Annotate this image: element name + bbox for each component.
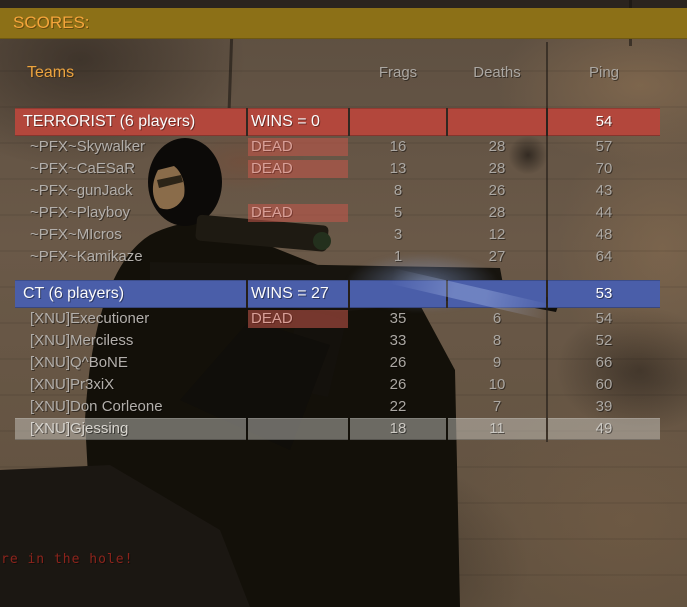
column-header-deaths: Deaths: [473, 64, 521, 81]
player-row: ~PFX~Kamikaze 1 27 64: [15, 246, 660, 268]
player-row: [XNU]Don Corleone 22 7 39: [15, 396, 660, 418]
team-wins-terrorist: WINS = 0: [248, 108, 348, 136]
top-wall-strip: [0, 0, 687, 8]
column-header-ping: Ping: [588, 64, 620, 81]
column-header-teams: Teams: [27, 64, 75, 81]
player-name: ~PFX~CaESaR: [30, 160, 136, 177]
player-name: [XNU]Don Corleone: [30, 398, 163, 415]
player-row: ~PFX~Playboy DEAD 5 28 44: [15, 202, 660, 224]
player-frags: 8: [393, 182, 403, 199]
player-row: [XNU]Q^BoNE 26 9 66: [15, 352, 660, 374]
team-wins-ct: WINS = 27: [248, 280, 348, 308]
player-row: ~PFX~gunJack 8 26 43: [15, 180, 660, 202]
player-name: ~PFX~Skywalker: [30, 138, 146, 155]
player-row: ~PFX~Skywalker DEAD 16 28 57: [15, 136, 660, 158]
player-frags: 26: [389, 376, 407, 393]
team-bar-terrorist: TERRORIST (6 players) WINS = 0 54: [15, 108, 660, 136]
player-frags: 16: [389, 138, 407, 155]
team-ping-terrorist: 54: [548, 108, 660, 136]
player-row: [XNU]Executioner DEAD 35 6 54: [15, 308, 660, 330]
player-ping: 66: [595, 354, 613, 371]
team-ping-ct: 53: [548, 280, 660, 308]
player-row: ~PFX~MIcros 3 12 48: [15, 224, 660, 246]
player-row-local-highlight: [XNU]Gjessing 18 11 49: [15, 418, 660, 440]
player-ping: 64: [595, 248, 613, 265]
player-name: ~PFX~Playboy: [30, 204, 131, 221]
player-ping: 57: [595, 138, 613, 155]
player-deaths: 11: [448, 418, 546, 440]
player-name: ~PFX~gunJack: [30, 182, 133, 199]
player-ping: 43: [595, 182, 613, 199]
player-deaths: 6: [492, 310, 502, 327]
player-name: ~PFX~MIcros: [30, 226, 122, 243]
player-name: [XNU]Q^BoNE: [30, 354, 128, 371]
player-deaths: 27: [488, 248, 506, 265]
player-ping: 54: [595, 310, 613, 327]
player-frags: 5: [393, 204, 403, 221]
player-frags: 26: [389, 354, 407, 371]
player-deaths: 10: [488, 376, 506, 393]
player-deaths: 7: [492, 398, 502, 415]
player-frags: 13: [389, 160, 407, 177]
player-ping: 52: [595, 332, 613, 349]
player-frags: 33: [389, 332, 407, 349]
dead-badge: DEAD: [248, 310, 348, 328]
player-frags: 3: [393, 226, 403, 243]
player-frags: 18: [350, 418, 446, 440]
dead-badge: DEAD: [248, 138, 348, 156]
player-name: [XNU]Gjessing: [15, 418, 246, 440]
player-ping: 39: [595, 398, 613, 415]
team-name-terrorist: TERRORIST (6 players): [15, 108, 246, 136]
player-ping: 44: [595, 204, 613, 221]
player-deaths: 26: [488, 182, 506, 199]
player-row: [XNU]Merciless 33 8 52: [15, 330, 660, 352]
player-row: [XNU]Pr3xiX 26 10 60: [15, 374, 660, 396]
column-header-frags: Frags: [378, 64, 418, 81]
player-deaths: 28: [488, 160, 506, 177]
column-header-row: Teams Frags Deaths Ping: [15, 62, 660, 84]
player-name: [XNU]Executioner: [30, 310, 150, 327]
scores-title: SCORES:: [13, 13, 90, 32]
team-bar-ct: CT (6 players) WINS = 27 53: [15, 280, 660, 308]
player-ping: 49: [548, 418, 660, 440]
player-frags: 22: [389, 398, 407, 415]
player-name: [XNU]Merciless: [30, 332, 134, 349]
scores-title-bar: SCORES:: [0, 8, 687, 39]
scoreboard-table: TERRORIST (6 players) WINS = 0 54 ~PFX~S…: [15, 108, 660, 440]
player-deaths: 12: [488, 226, 506, 243]
dead-badge: DEAD: [248, 204, 348, 222]
player-ping: 60: [595, 376, 613, 393]
player-deaths: 28: [488, 138, 506, 155]
player-deaths: 28: [488, 204, 506, 221]
player-frags: 1: [393, 248, 403, 265]
player-deaths: 8: [492, 332, 502, 349]
player-row: ~PFX~CaESaR DEAD 13 28 70: [15, 158, 660, 180]
player-frags: 35: [389, 310, 407, 327]
player-name: ~PFX~Kamikaze: [30, 248, 143, 265]
player-ping: 48: [595, 226, 613, 243]
console-message: re in the hole!: [1, 552, 134, 567]
player-deaths: 9: [492, 354, 502, 371]
ping-column-separator: [546, 42, 548, 442]
player-ping: 70: [595, 160, 613, 177]
player-name: [XNU]Pr3xiX: [30, 376, 115, 393]
team-name-ct: CT (6 players): [15, 280, 246, 308]
dead-badge: DEAD: [248, 160, 348, 178]
